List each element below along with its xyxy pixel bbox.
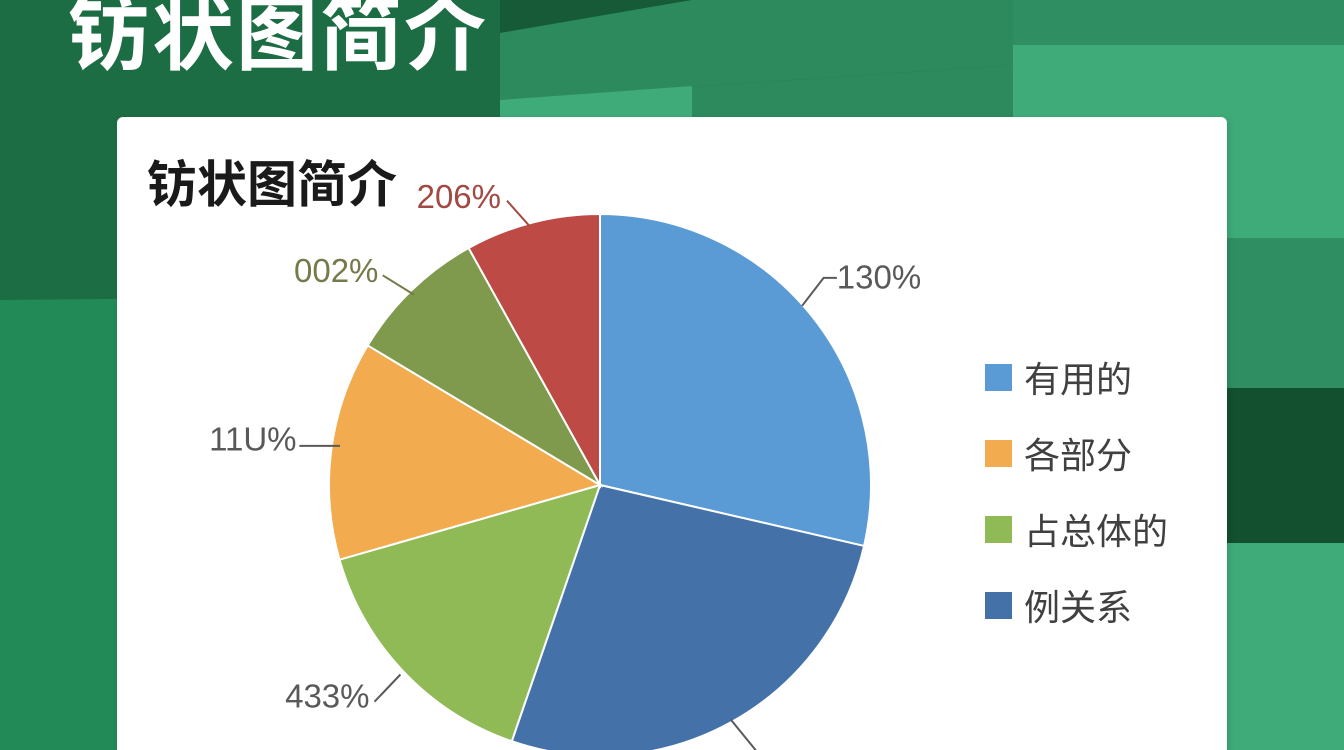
svg-text:11U%: 11U% [209,421,296,458]
svg-text:130%: 130% [837,259,921,296]
svg-text:206%: 206% [417,178,501,215]
svg-text:433%: 433% [285,678,369,715]
svg-text:002%: 002% [294,252,378,289]
